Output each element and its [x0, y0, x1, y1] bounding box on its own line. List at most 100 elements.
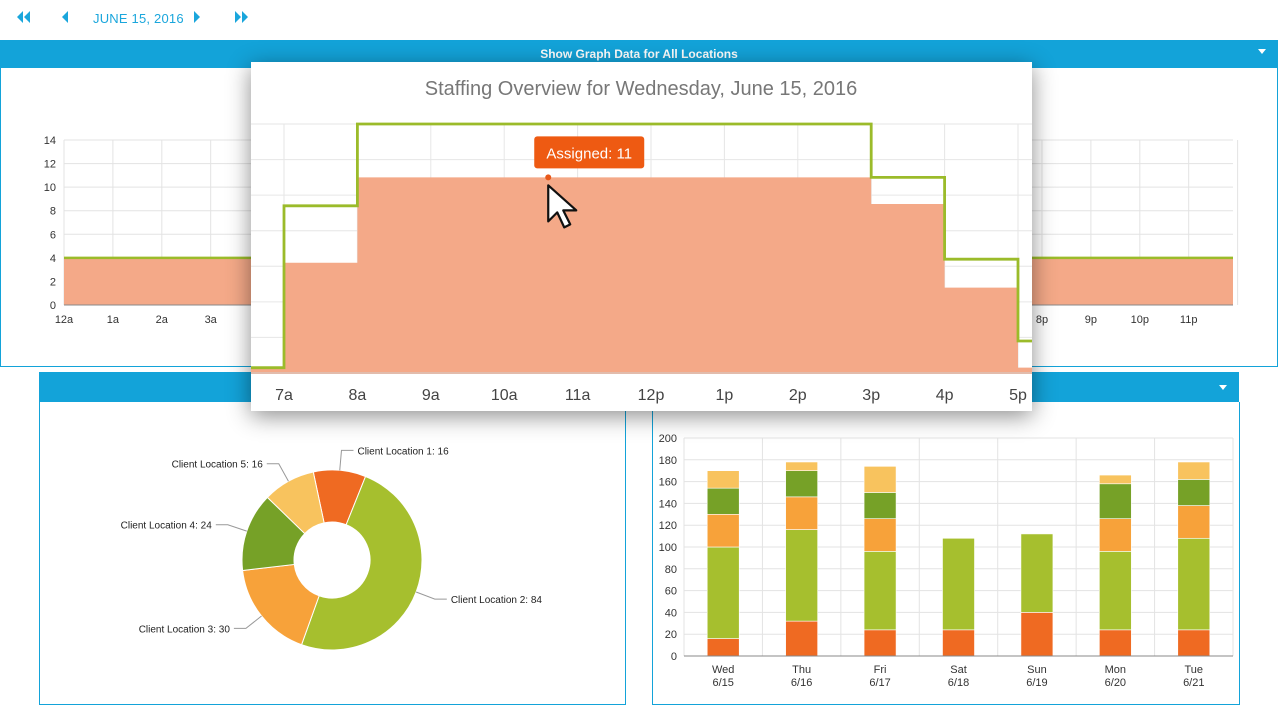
slice-label: Client Location 1: 16 — [357, 446, 449, 457]
y-tick-label: 140 — [659, 498, 677, 510]
bar-segment — [706, 487, 740, 515]
staffing-overview-chart: Staffing Overview for Wednesday, June 15… — [251, 78, 1032, 404]
y-tick-label: 0 — [671, 651, 677, 663]
y-tick-label: 12 — [44, 159, 56, 171]
y-tick-label: 2 — [50, 276, 56, 288]
bar-segment — [1177, 505, 1211, 539]
donut-slice — [266, 471, 325, 535]
current-date[interactable]: JUNE 15, 2016 — [93, 11, 184, 26]
tooltip-text: Assigned: 11 — [546, 145, 632, 162]
y-tick-label: 200 — [659, 433, 677, 445]
x-tick-label-day: Mon — [1105, 664, 1126, 676]
x-tick-label: 7a — [275, 387, 293, 404]
bar-segment — [785, 470, 818, 498]
x-tick-label: 12a — [55, 314, 74, 326]
y-tick-label: 180 — [659, 455, 677, 467]
bar-segment — [1099, 551, 1132, 631]
y-tick-label: 0 — [50, 300, 56, 312]
hours-by-location-body — [39, 402, 626, 705]
bar-segment — [785, 620, 818, 657]
y-tick-label: 6 — [50, 229, 56, 241]
y-tick-label: 4 — [50, 253, 56, 265]
hover-point — [545, 174, 552, 181]
x-tick-label: 8p — [1036, 314, 1048, 326]
bar-segment — [863, 466, 897, 493]
x-tick-label: 2p — [789, 387, 807, 404]
y-tick-label: 120 — [659, 520, 677, 532]
x-tick-label-day: Sat — [950, 664, 967, 676]
bar-segment — [1177, 479, 1211, 506]
x-tick-label: 8a — [349, 387, 367, 404]
x-tick-label-day: Fri — [874, 664, 887, 676]
x-tick-label: 5p — [1009, 387, 1027, 404]
bar-segment — [1020, 612, 1054, 657]
bar-segment — [706, 513, 740, 548]
required-line — [251, 122, 1032, 370]
x-tick-label-date: 6/17 — [869, 677, 890, 689]
double-chevron-right-icon[interactable] — [233, 10, 249, 24]
chevron-right-icon[interactable] — [192, 10, 202, 24]
bar-segment — [863, 551, 897, 631]
bar-segment — [1020, 533, 1054, 613]
x-tick-label: 9a — [422, 387, 440, 404]
x-tick-label-date: 6/18 — [948, 677, 969, 689]
y-tick-label: 14 — [44, 135, 56, 147]
slice-label: Client Location 3: 30 — [139, 624, 231, 635]
donut-slice — [300, 475, 423, 651]
tooltip-box — [534, 136, 645, 169]
date-navigation: JUNE 15, 2016 — [0, 0, 1280, 38]
x-tick-label-day: Sun — [1027, 664, 1047, 676]
x-tick-label: 11p — [1180, 314, 1198, 326]
hours-by-location-donut: Client Location 1: 16 Client Location 2: … — [121, 446, 542, 651]
bar-segment — [1177, 537, 1211, 631]
x-tick-label: 1a — [107, 314, 120, 326]
chevron-down-icon[interactable] — [1258, 49, 1266, 54]
x-tick-label: 10p — [1131, 314, 1149, 326]
top-panel-title: Show Graph Data for All Locations — [540, 47, 738, 61]
y-tick-label: 80 — [665, 564, 677, 576]
tooltip: Assigned: 11 — [534, 136, 645, 169]
x-tick-label: 11a — [565, 387, 591, 404]
bar-segment — [1099, 483, 1132, 519]
x-tick-label-date: 6/16 — [791, 677, 812, 689]
double-chevron-left-icon[interactable] — [16, 10, 32, 24]
x-tick-label: 3p — [862, 387, 880, 404]
slice-leader-line — [415, 591, 447, 600]
y-tick-label: 20 — [665, 629, 677, 641]
chevron-left-icon[interactable] — [60, 10, 70, 24]
bar-segment — [1177, 461, 1211, 480]
slice-label: Client Location 4: 24 — [121, 521, 213, 532]
assigned-area — [251, 177, 1032, 374]
y-tick-label: 40 — [665, 607, 677, 619]
slice-leader-line — [233, 615, 262, 629]
x-tick-label: 3a — [205, 314, 218, 326]
bar-segment — [785, 529, 818, 622]
x-tick-label: 1p — [716, 387, 734, 404]
staffing-overview-popup: Staffing Overview for Wednesday, June 15… — [251, 62, 1032, 411]
bar-segment — [1099, 629, 1132, 657]
popup-title: Staffing Overview for Wednesday, June 15… — [425, 78, 857, 100]
x-tick-label-date: 6/21 — [1183, 677, 1204, 689]
chevron-down-icon[interactable] — [1219, 385, 1227, 390]
bar-segment — [942, 629, 975, 657]
x-tick-label: 9p — [1085, 314, 1097, 326]
y-tick-label: 10 — [44, 182, 56, 194]
bar-segment — [863, 629, 897, 657]
x-tick-label: 2a — [156, 314, 169, 326]
x-tick-label-day: Wed — [712, 664, 734, 676]
slice-leader-line — [266, 463, 289, 482]
y-tick-label: 8 — [50, 206, 56, 218]
x-tick-label-day: Tue — [1185, 664, 1204, 676]
y-tick-label: 100 — [659, 542, 677, 554]
x-tick-label-date: 6/20 — [1105, 677, 1126, 689]
slice-leader-line — [215, 524, 247, 532]
bar-segment — [785, 461, 818, 472]
bar-segment — [706, 470, 740, 489]
slice-leader-line — [339, 449, 354, 471]
bar-segment — [706, 638, 740, 657]
bar-segment — [863, 518, 897, 552]
y-tick-label: 60 — [665, 586, 677, 598]
bar-segment — [1099, 474, 1132, 485]
bar-segment — [706, 546, 740, 639]
